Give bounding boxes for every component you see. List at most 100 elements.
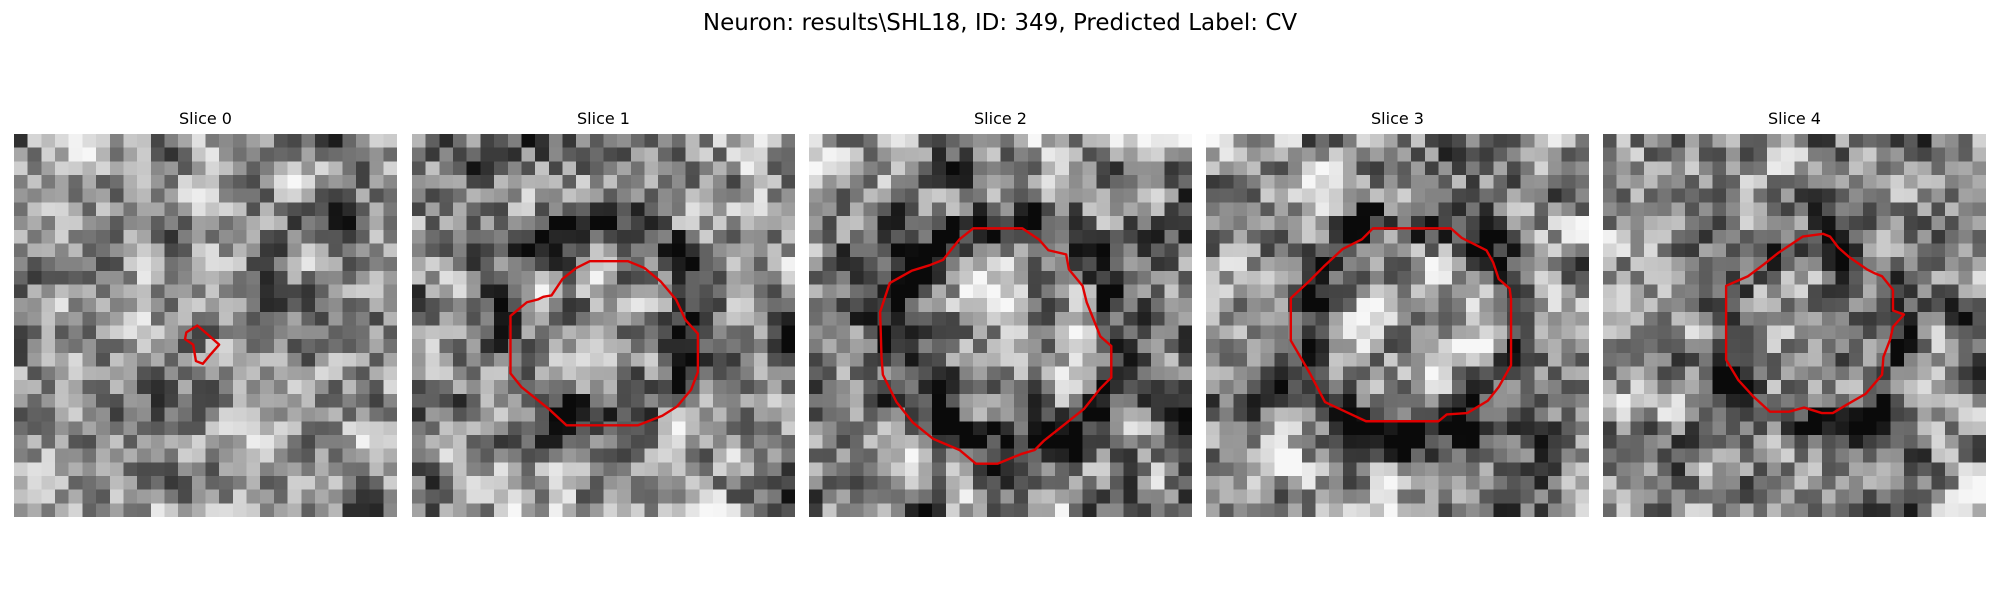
pixel: [644, 161, 659, 176]
pixel: [453, 175, 467, 189]
pixel: [1082, 489, 1097, 504]
pixel: [1329, 134, 1344, 148]
pixel: [68, 489, 83, 504]
pixel: [82, 229, 97, 244]
slice-title: Slice 2: [974, 109, 1027, 128]
pixel: [918, 188, 933, 203]
pixel: [466, 434, 481, 449]
pixel: [301, 134, 316, 148]
pixel: [1767, 188, 1782, 203]
pixel: [1233, 503, 1248, 517]
pixel: [712, 216, 727, 231]
pixel: [809, 462, 823, 477]
pixel: [644, 216, 659, 231]
pixel: [480, 475, 495, 490]
pixel: [767, 489, 782, 504]
pixel: [1780, 475, 1795, 490]
pixel: [1712, 161, 1727, 176]
pixel: [1096, 229, 1111, 244]
pixel: [1164, 325, 1179, 340]
pixel: [1178, 284, 1192, 299]
pixel: [123, 352, 138, 367]
pixel: [781, 503, 795, 517]
pixel: [918, 202, 933, 217]
pixel: [904, 421, 919, 436]
pixel: [494, 175, 509, 189]
pixel: [287, 284, 302, 299]
pixel: [617, 270, 632, 285]
pixel: [945, 475, 960, 490]
pixel: [863, 489, 878, 504]
pixel: [603, 147, 618, 162]
pixel: [68, 339, 83, 354]
pixel: [1055, 393, 1070, 408]
pixel: [1206, 475, 1220, 490]
pixel: [150, 421, 165, 436]
pixel: [1862, 434, 1877, 449]
pixel: [1452, 393, 1467, 408]
pixel: [205, 202, 220, 217]
pixel: [1082, 134, 1097, 148]
pixel: [1917, 407, 1932, 422]
pixel: [699, 380, 714, 395]
pixel: [383, 202, 397, 217]
pixel: [1082, 462, 1097, 477]
pixel: [178, 475, 193, 490]
pixel: [1424, 421, 1439, 436]
pixel: [1671, 489, 1686, 504]
pixel: [1041, 175, 1056, 189]
pixel: [425, 462, 440, 477]
pixel: [1958, 202, 1973, 217]
pixel: [1411, 475, 1426, 490]
pixel: [1356, 284, 1371, 299]
pixel: [548, 216, 563, 231]
pixel: [1260, 489, 1275, 504]
pixel: [1411, 325, 1426, 340]
pixel: [877, 216, 892, 231]
pixel: [287, 462, 302, 477]
pixel: [1479, 339, 1494, 354]
pixel: [1150, 380, 1165, 395]
pixel: [1493, 311, 1508, 326]
pixel: [219, 229, 234, 244]
pixel: [1644, 393, 1658, 408]
pixel: [1219, 298, 1234, 313]
pixel: [603, 489, 618, 504]
pixel: [1890, 339, 1905, 354]
pixel: [1206, 147, 1220, 162]
pixel: [1342, 284, 1357, 299]
pixel: [699, 339, 714, 354]
pixel: [232, 147, 247, 162]
pixel: [1903, 407, 1918, 422]
pixel: [178, 448, 193, 463]
pixel: [178, 134, 193, 148]
pixel: [877, 393, 892, 408]
pixel: [369, 243, 384, 258]
pixel: [850, 147, 864, 162]
pixel: [1917, 270, 1932, 285]
pixel: [1644, 339, 1658, 354]
pixel: [1603, 216, 1617, 231]
pixel: [753, 298, 768, 313]
pixel: [1164, 229, 1179, 244]
pixel: [150, 352, 165, 367]
pixel: [1520, 216, 1535, 231]
pixel: [726, 243, 741, 258]
pixel: [1808, 489, 1823, 504]
pixel: [562, 448, 577, 463]
pixel: [1753, 311, 1768, 326]
pixel: [1644, 270, 1658, 285]
pixel: [480, 270, 495, 285]
pixel: [521, 462, 536, 477]
pixel: [1917, 243, 1932, 258]
pixel: [822, 134, 837, 148]
pixel: [1301, 188, 1316, 203]
pixel: [1123, 503, 1138, 517]
pixel: [904, 298, 919, 313]
pixel: [753, 229, 768, 244]
pixel: [617, 475, 632, 490]
pixel: [1931, 134, 1946, 148]
pixel: [1862, 147, 1877, 162]
pixel: [1972, 489, 1986, 504]
pixel: [1903, 147, 1918, 162]
